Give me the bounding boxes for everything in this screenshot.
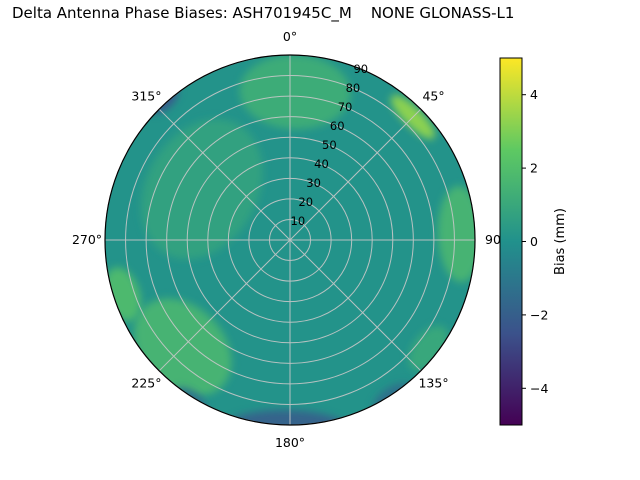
colorbar-axis-label: Bias (mm) (553, 208, 568, 275)
chart-title: Delta Antenna Phase Biases: ASH701945C_M… (12, 4, 515, 22)
azimuth-label: 45° (422, 88, 444, 103)
polar-grid (104, 54, 476, 426)
radial-tick-label: 40 (314, 157, 329, 171)
colorbar-tick-label: −2 (530, 307, 548, 322)
colorbar-tick-label: 2 (530, 161, 538, 176)
radial-tick-label: 50 (322, 138, 337, 152)
azimuth-gridline (289, 108, 422, 241)
colorbar: 4 2 0 −2 −4 Bias (mm) (499, 57, 568, 426)
radial-tick-labels: 10 20 30 40 50 60 70 80 90 (291, 62, 369, 228)
colorbar-tick-label: 4 (530, 87, 538, 102)
azimuth-label: 0° (283, 29, 297, 44)
bias-contour-region (223, 410, 350, 425)
colorbar-tick-label: −4 (530, 381, 548, 396)
radial-tick-label: 80 (346, 81, 361, 95)
azimuth-gridline (158, 108, 291, 241)
azimuth-label: 270° (72, 232, 102, 247)
azimuth-label: 225° (131, 376, 161, 391)
bias-contour-region (141, 119, 263, 259)
polar-outline (104, 54, 476, 426)
azimuth-label: 315° (131, 88, 161, 103)
colorbar-gradient (499, 57, 523, 426)
radial-tick-label: 60 (330, 119, 345, 133)
azimuth-gridline (158, 239, 291, 372)
azimuth-labels: 0° 45° 90 135° 180° 225° 270° 315° (72, 29, 501, 450)
bias-contour-region (239, 55, 351, 130)
colorbar-ticks: 4 2 0 −2 −4 (522, 87, 548, 396)
radial-tick-label: 70 (338, 100, 353, 114)
radial-tick-label: 90 (353, 62, 368, 76)
azimuth-gridline (289, 239, 422, 372)
colorbar-tick-label: 0 (530, 234, 538, 249)
azimuth-label: 90 (485, 232, 501, 247)
radial-tick-label: 10 (291, 214, 306, 228)
azimuth-label: 180° (275, 435, 305, 450)
bias-contour-region (437, 185, 475, 283)
radial-tick-label: 30 (306, 176, 321, 190)
azimuth-label: 135° (418, 376, 448, 391)
radial-tick-label: 20 (298, 195, 313, 209)
